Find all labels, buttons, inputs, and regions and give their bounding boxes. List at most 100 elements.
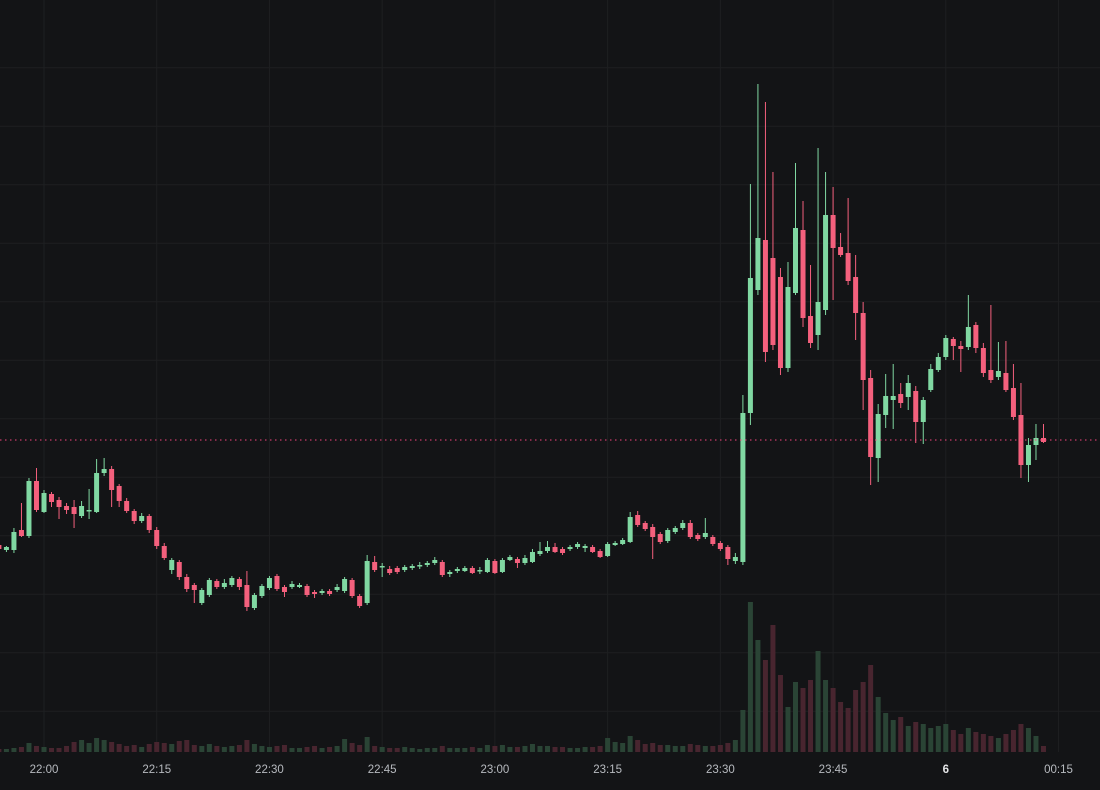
time-axis[interactable]: 22:00 22:15 22:30 22:45 23:00 23:15 23:30 23:45… <box>30 764 1073 776</box>
volume-bar <box>650 743 656 752</box>
volume-bar <box>710 746 716 752</box>
volume-bar <box>575 748 581 752</box>
candle-body <box>582 546 588 548</box>
candle-body <box>116 486 122 501</box>
candle-body <box>214 581 220 587</box>
volume-bar <box>740 710 746 752</box>
candle-body <box>853 277 859 313</box>
volume-bar <box>484 745 490 752</box>
candle-body <box>492 561 498 573</box>
candle-body <box>650 527 656 537</box>
time-axis-label[interactable]: 23:30 <box>706 764 735 776</box>
candle-body <box>845 253 851 281</box>
candle-body <box>529 552 535 562</box>
candle-body <box>131 511 137 521</box>
candle-body <box>251 595 257 608</box>
candle-body <box>327 591 333 594</box>
volume-bar <box>980 734 986 752</box>
candle-body <box>364 561 370 603</box>
volume-bar <box>447 748 453 752</box>
volume-bar <box>342 739 348 752</box>
time-axis-label[interactable]: 23:00 <box>481 764 510 776</box>
volume-bar <box>281 745 287 752</box>
volume-bar <box>823 680 829 752</box>
volume-bar <box>815 651 821 752</box>
volume-bar <box>845 708 851 752</box>
volume-bar <box>154 742 160 752</box>
time-axis-label[interactable]: 23:15 <box>593 764 622 776</box>
candle-body <box>883 396 889 415</box>
volume-bar <box>590 747 596 752</box>
candle-body <box>56 500 62 507</box>
volume-bar <box>304 747 310 752</box>
volume-bar <box>41 747 47 752</box>
candle-body <box>387 569 393 573</box>
volume-bar <box>785 707 791 752</box>
candle-body <box>176 562 182 577</box>
candle-body <box>274 576 280 589</box>
candle-body <box>597 551 603 557</box>
volume-bar <box>672 746 678 752</box>
candle-body <box>507 557 513 560</box>
volume-bar <box>1003 734 1009 752</box>
time-axis-day-marker[interactable]: 6 <box>943 764 949 776</box>
volume-bar <box>492 746 498 752</box>
time-axis-label[interactable]: 22:00 <box>30 764 59 776</box>
volume-bar <box>838 702 844 752</box>
candle-body <box>409 566 415 568</box>
candle-body <box>191 585 197 590</box>
candle-body <box>424 563 430 565</box>
volume-bar <box>680 746 686 752</box>
volume-bar <box>131 745 137 752</box>
candle-body <box>717 543 723 549</box>
volume-bar <box>372 746 378 752</box>
volume-bar <box>33 746 39 752</box>
volume-bar <box>357 745 363 752</box>
candle-body <box>297 585 303 587</box>
volume-bar <box>94 738 100 752</box>
candle-body <box>973 325 979 348</box>
volume-bar <box>79 740 85 752</box>
time-axis-label[interactable]: 00:15 <box>1044 764 1073 776</box>
grid-lines <box>0 0 1100 752</box>
candle-body <box>221 583 227 587</box>
time-axis-label[interactable]: 22:30 <box>255 764 284 776</box>
volume-bar <box>853 690 859 752</box>
volume-bar <box>18 747 24 752</box>
volume-bar <box>988 736 994 752</box>
volume-bar <box>657 745 663 752</box>
volume-bar <box>49 748 55 752</box>
volume-bar <box>462 748 468 752</box>
candle-body <box>800 230 806 318</box>
candle-body <box>725 547 731 559</box>
volume-bar <box>883 713 889 752</box>
volume-bar <box>439 746 445 752</box>
volume-bar <box>394 748 400 752</box>
candle-body <box>943 338 949 357</box>
candle-body <box>575 544 581 547</box>
candle-body <box>146 516 152 530</box>
volume-bar <box>116 744 122 752</box>
candle-body <box>770 258 776 345</box>
volume-bar <box>86 743 92 752</box>
time-axis-label[interactable]: 22:45 <box>368 764 397 776</box>
candle-body <box>680 523 686 528</box>
volume-bar <box>762 660 768 752</box>
candle-body <box>1040 438 1046 442</box>
candle-body <box>289 584 295 587</box>
volume-bar <box>319 748 325 752</box>
time-axis-label[interactable]: 23:45 <box>819 764 848 776</box>
candle-body <box>657 534 663 542</box>
volume-bar <box>913 722 919 752</box>
candle-body <box>312 592 318 594</box>
candle-body <box>499 560 505 572</box>
volume-bar <box>1010 730 1016 752</box>
time-axis-label[interactable]: 22:15 <box>142 764 171 776</box>
volume-bar <box>868 665 874 752</box>
candle-body <box>808 316 814 343</box>
candle-body <box>281 587 287 592</box>
candle-body <box>334 587 340 590</box>
volume-bar <box>627 736 633 752</box>
volume-bar <box>725 743 731 752</box>
